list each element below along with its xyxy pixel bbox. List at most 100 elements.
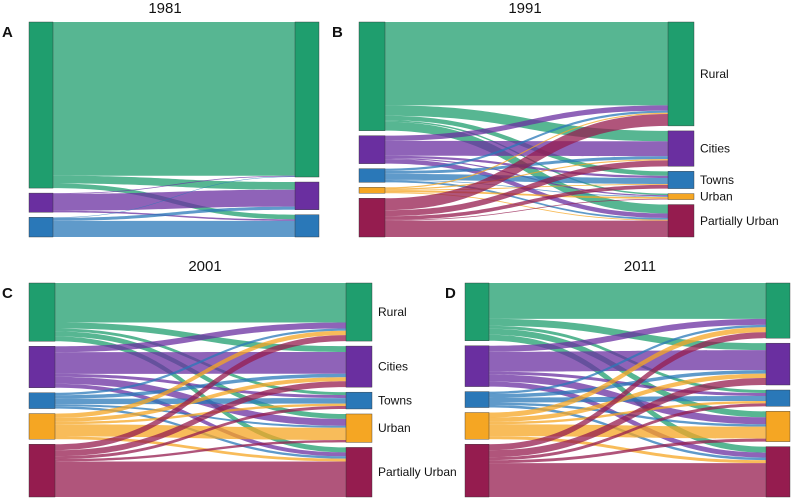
label-rural: Rural: [378, 305, 407, 319]
node-right-urban: [667, 193, 695, 200]
links: [385, 22, 668, 237]
flow-towns-to-cities: [53, 206, 295, 221]
node-left-urban: [28, 413, 56, 440]
flow-cities-to-cities: [53, 189, 295, 211]
flow-partially-urban-to-cities: [55, 381, 346, 457]
chart-title: 2011: [623, 258, 657, 275]
node-right-cities: [345, 345, 373, 388]
flow-towns-to-partially-urban: [385, 180, 668, 220]
node-left-cities: [28, 192, 54, 213]
node-left-partially-urban: [464, 444, 490, 498]
node-left-partially-urban: [358, 198, 386, 238]
panel-d-2011: D 2011: [440, 255, 791, 499]
node-right-towns: [345, 391, 373, 410]
flow-partially-urban-to-urban: [385, 198, 668, 221]
node-right-cities: [765, 342, 791, 386]
flow-urban-to-towns: [55, 403, 346, 425]
flow-partially-urban-to-urban: [55, 440, 346, 462]
node-left-rural: [358, 21, 386, 131]
label-towns: Towns: [700, 173, 734, 187]
flow-towns-to-rural: [385, 110, 668, 171]
flow-towns-to-rural: [53, 176, 295, 218]
flow-cities-to-rural: [385, 105, 668, 141]
flow-partially-urban-to-cities: [385, 160, 668, 217]
flow-rural-to-rural: [489, 283, 766, 319]
node-right-towns: [765, 389, 791, 407]
node-right-rural: [667, 21, 695, 127]
node-left-towns: [464, 391, 490, 408]
flow-towns-to-rural: [55, 328, 346, 396]
node-right-rural: [345, 282, 373, 342]
flow-cities-to-rural: [53, 175, 295, 194]
panel-a-1981: A 1981: [0, 0, 330, 245]
node-left-cities: [28, 346, 56, 388]
label-partially-urban: Partially Urban: [378, 465, 457, 479]
node-right-urban: [345, 413, 373, 443]
label-partially-urban: Partially Urban: [700, 214, 779, 228]
node-right-partially-urban: [345, 447, 373, 498]
chart-title: 1981: [148, 0, 182, 17]
panel-letter: B: [332, 24, 343, 41]
node-left-towns: [358, 168, 386, 183]
node-left-rural: [28, 21, 54, 189]
flow-urban-to-rural: [55, 330, 346, 418]
panel-b-1991: B 1991 Rural Cities Towns Urban Partially Ur…: [330, 0, 791, 245]
chart-title: 1991: [508, 0, 542, 17]
links: [489, 283, 766, 497]
node-right-partially-urban: [765, 446, 791, 498]
node-right-rural: [294, 21, 320, 178]
flow-cities-to-cities: [489, 350, 766, 372]
flow-urban-to-rural: [489, 327, 766, 418]
panel-c-2001: C 2001 Rural Cities Towns Urban Partially Ur…: [0, 255, 457, 499]
flow-partially-urban-to-partially-urban: [55, 461, 346, 497]
node-right-rural: [765, 282, 791, 339]
flow-cities-to-cities: [385, 140, 668, 157]
node-right-urban: [765, 411, 791, 442]
node-right-cities: [294, 181, 320, 210]
flow-partially-urban-to-rural: [55, 335, 346, 451]
sankey-svg: [28, 21, 320, 238]
node-left-towns: [28, 392, 56, 409]
node-right-towns: [667, 171, 695, 189]
flow-urban-to-rural: [385, 112, 668, 189]
flow-cities-to-rural: [55, 322, 346, 353]
node-right-partially-urban: [667, 204, 695, 238]
flow-rural-to-cities: [53, 175, 295, 190]
sankey-svg: Rural Cities Towns Urban Partially Urban: [28, 282, 457, 498]
flow-urban-to-partially-urban: [55, 436, 346, 462]
flow-partially-urban-to-rural: [489, 332, 766, 451]
flow-urban-to-cities: [385, 159, 668, 190]
flow-towns-to-towns: [385, 173, 668, 184]
flow-partially-urban-to-towns: [55, 406, 346, 460]
flow-partially-urban-to-rural: [385, 113, 668, 211]
flow-rural-to-rural: [385, 22, 668, 106]
flow-towns-to-rural: [489, 324, 766, 394]
flow-partially-urban-to-partially-urban: [489, 463, 766, 497]
panel-letter: A: [2, 24, 13, 41]
flow-towns-to-cities: [55, 373, 346, 399]
label-cities: Cities: [378, 360, 408, 374]
panel-letter: C: [2, 285, 13, 302]
flow-partially-urban-to-urban: [489, 438, 766, 464]
node-left-partially-urban: [28, 444, 56, 498]
flow-rural-to-rural: [53, 22, 295, 176]
label-towns: Towns: [378, 394, 412, 408]
label-rural: Rural: [700, 67, 729, 81]
flow-towns-to-towns: [53, 220, 295, 237]
sankey-svg: Rural Cities Towns Urban Partially Urban: [358, 21, 779, 238]
node-left-cities: [464, 345, 490, 387]
node-left-rural: [464, 282, 490, 341]
label-urban: Urban: [378, 421, 411, 435]
flow-cities-to-rural: [489, 318, 766, 352]
node-left-towns: [28, 217, 54, 238]
flow-urban-to-cities: [489, 373, 766, 422]
links: [53, 22, 295, 237]
label-cities: Cities: [700, 142, 730, 156]
chart-title: 2001: [188, 258, 222, 275]
flow-partially-urban-to-partially-urban: [385, 220, 668, 237]
node-left-rural: [28, 282, 56, 342]
flow-towns-to-cities: [489, 370, 766, 398]
sankey-svg: [464, 282, 791, 498]
node-left-cities: [358, 135, 386, 164]
flow-cities-to-towns: [53, 210, 295, 221]
